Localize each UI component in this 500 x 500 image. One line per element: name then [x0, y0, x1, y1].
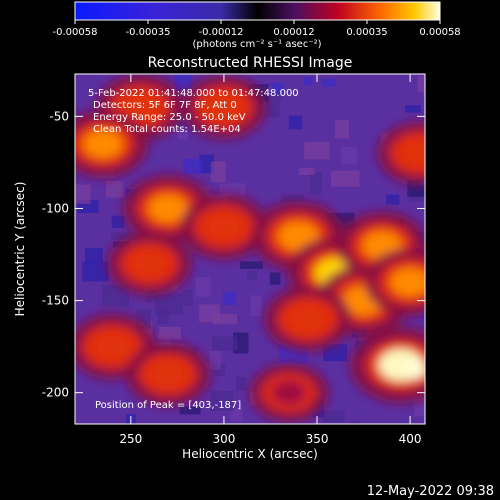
info-line-time: 5-Feb-2022 01:41:48.000 to 01:47:48.000 [88, 88, 299, 99]
texture-patch [222, 291, 237, 305]
peak-core [405, 358, 425, 379]
texture-patch [304, 141, 330, 160]
texture-patch [250, 295, 262, 316]
emission-core [288, 305, 327, 333]
texture-patch [209, 350, 221, 370]
texture-patch [341, 147, 357, 165]
texture-patch [102, 285, 129, 307]
x-tick-label: 300 [212, 432, 235, 446]
emission-core [149, 360, 187, 388]
emission-core [205, 93, 243, 121]
texture-patch [269, 82, 285, 95]
emission-core [92, 332, 132, 361]
texture-patch [213, 364, 226, 377]
texture-patch [239, 261, 263, 269]
colorbar-tick-label: -0.00035 [126, 27, 171, 38]
texture-patch [236, 376, 247, 391]
texture-patch [219, 183, 246, 197]
y-tick-label: -100 [42, 201, 69, 215]
colorbar-ticks: -0.00058 -0.00035 -0.00012 0.00012 0.00035 0.… [53, 20, 461, 38]
texture-patch [298, 167, 315, 176]
texture-patch [323, 410, 345, 422]
texture-patch [177, 128, 189, 140]
texture-patch [159, 326, 181, 340]
texture-patch [413, 398, 425, 417]
texture-patch [75, 184, 91, 204]
texture-patch [210, 161, 226, 183]
texture-patch [304, 76, 313, 86]
emission-core [204, 213, 244, 241]
peak-position-label: Position of Peak = [403,-187] [95, 400, 241, 411]
texture-patch [246, 270, 258, 281]
texture-patch [264, 92, 283, 101]
x-axis: 250 300 350 400 [119, 74, 422, 446]
colorbar [74, 1, 441, 21]
texture-patch [195, 276, 211, 297]
colorbar-tick-label: 0.00035 [346, 27, 387, 38]
info-line-counts: Clean Total counts: 1.54E+04 [93, 124, 241, 135]
colorbar-tick-label: -0.00058 [53, 27, 98, 38]
texture-patch [179, 406, 201, 415]
y-tick-label: -200 [42, 386, 69, 400]
emission-core [400, 139, 425, 167]
texture-patch [323, 344, 348, 362]
texture-patch [288, 115, 303, 130]
texture-patch [210, 391, 234, 411]
texture-patch [421, 233, 425, 250]
texture-patch [105, 180, 124, 198]
texture-patch [211, 336, 238, 351]
emission-core [390, 267, 425, 297]
y-axis: -50 -100 -150 -200 [42, 109, 425, 400]
colorbar-units: (photons cm⁻² s⁻¹ asec⁻²) [192, 39, 321, 50]
heatmap-emission [75, 74, 425, 423]
texture-patch [177, 117, 189, 127]
y-tick-label: -150 [42, 294, 69, 308]
plot-frame [74, 73, 426, 425]
y-axis-label: Heliocentric Y (arcsec) [13, 182, 27, 317]
emission-core [120, 93, 160, 121]
colorbar-tick-label: 0.00012 [273, 27, 314, 38]
info-line-detectors: Detectors: 5F 6F 7F 8F, Att 0 [93, 100, 237, 111]
texture-patch [405, 105, 421, 113]
info-line-energy: Energy Range: 25.0 - 50.0 keV [93, 112, 246, 123]
texture-patch [174, 74, 193, 92]
texture-patch [350, 420, 362, 424]
x-tick-label: 350 [306, 432, 329, 446]
x-axis-label: Heliocentric X (arcsec) [182, 447, 318, 461]
x-tick-label: 400 [399, 432, 422, 446]
texture-patch [322, 78, 336, 87]
texture-patch [331, 170, 360, 187]
colorbar-tick-label: -0.00012 [199, 27, 244, 38]
x-tick-label: 250 [119, 432, 142, 446]
texture-patch [199, 304, 220, 323]
texture-patch [157, 309, 169, 325]
colorbar-tick-label: 0.00058 [419, 27, 460, 38]
texture-patch [183, 158, 203, 175]
chart-title: Reconstructed RHESSI Image [148, 55, 353, 71]
texture-patch [183, 289, 193, 306]
texture-patch [111, 215, 125, 228]
emission-core [148, 194, 188, 223]
emission-core [83, 129, 123, 159]
texture-patch [269, 272, 281, 285]
texture-patch [82, 261, 109, 282]
emission-core [130, 250, 169, 278]
texture-patch [417, 75, 425, 92]
texture-patch [335, 120, 350, 139]
texture-patch [281, 194, 304, 203]
texture-patch [155, 293, 183, 315]
y-tick-label: -50 [49, 109, 69, 123]
texture-patch [111, 232, 136, 240]
footer-timestamp: 12-May-2022 09:38 [367, 484, 494, 499]
texture-patch [199, 154, 214, 174]
emission-core [271, 380, 307, 406]
texture-patch [146, 291, 157, 303]
texture-patch [230, 408, 243, 422]
texture-patch [212, 314, 237, 325]
texture-patch [424, 78, 425, 89]
texture-patch [385, 194, 400, 205]
texture-patch [310, 172, 322, 195]
texture-patch [85, 247, 103, 263]
